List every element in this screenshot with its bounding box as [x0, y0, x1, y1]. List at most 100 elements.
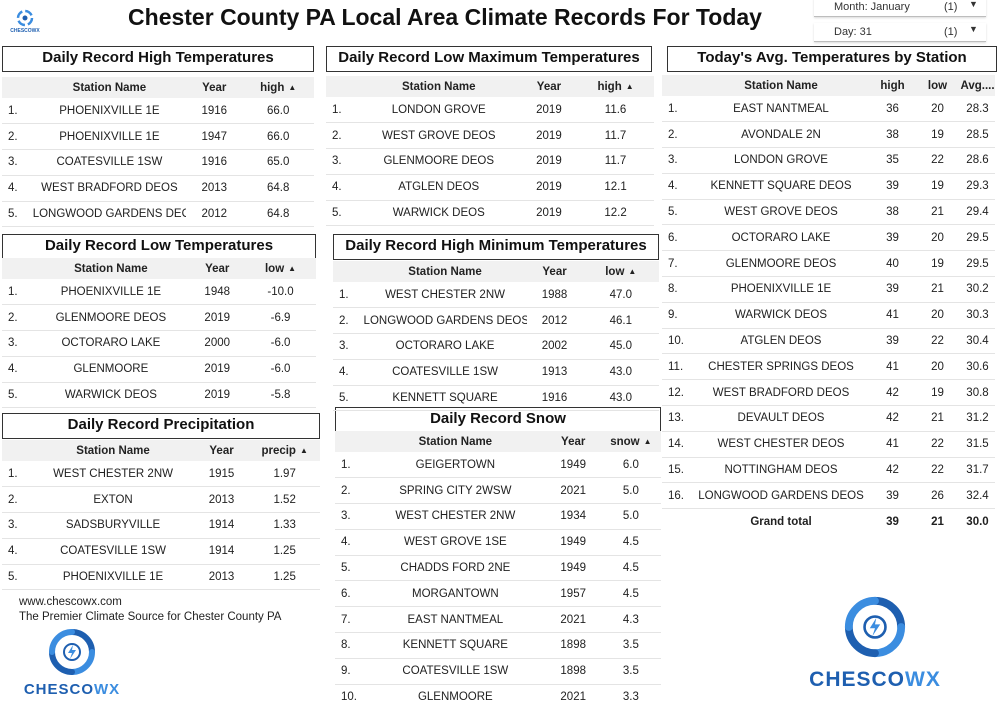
table-row: 2. PHOENIXVILLE 1E 1947 66.0 [2, 123, 314, 151]
table-cell: 5. [662, 199, 692, 226]
table-cell: 39 [870, 224, 915, 252]
table-cell: 64.8 [242, 201, 314, 228]
table-row: 5. KENNETT SQUARE 1916 43.0 [333, 385, 659, 412]
table-cell: WEST CHESTER 2NW [365, 503, 546, 530]
table-cell: 21 [915, 405, 960, 432]
table-cell: 29.3 [960, 173, 995, 200]
table-cell: 10. [335, 684, 366, 707]
sort-arrow-icon[interactable]: ▲ [643, 436, 652, 446]
table-cell: 1. [326, 97, 357, 124]
precip-table: Station Name Year precip ▲ 1. WEST CHESTER 2N… [2, 440, 320, 591]
table-cell: CHADDS FORD 2NE [365, 555, 546, 582]
table-cell: 1947 [186, 123, 243, 151]
table-cell: 6. [335, 580, 366, 608]
chevron-down-icon[interactable]: ▼ [969, 24, 978, 34]
sort-arrow-icon[interactable]: ▲ [288, 82, 297, 92]
table-cell: 5. [2, 382, 33, 409]
column-header[interactable]: high ▲ [242, 77, 314, 98]
column-header[interactable]: precip ▲ [249, 440, 320, 461]
table-row: 2. AVONDALE 2N 38 19 28.5 [662, 121, 995, 149]
table-cell: 30.6 [960, 353, 995, 381]
chevron-down-icon[interactable]: ▼ [969, 0, 978, 9]
column-header[interactable]: low ▲ [245, 258, 316, 279]
column-header[interactable]: snow ▲ [600, 431, 661, 452]
column-header[interactable]: Year [193, 440, 250, 461]
sort-arrow-icon[interactable]: ▲ [628, 266, 637, 276]
table-cell: LONGWOOD GARDENS DEOS [363, 307, 527, 335]
table-cell: 2021 [545, 684, 601, 707]
table-cell: 2021 [545, 606, 601, 634]
table-cell: 4.3 [600, 606, 661, 634]
table-row: 1. EAST NANTMEAL 36 20 28.3 [662, 96, 995, 123]
table-cell: 4. [333, 359, 364, 386]
chescowx-small-logo: CHESCOWX [10, 8, 40, 34]
table-cell: 30.3 [960, 302, 995, 329]
column-header[interactable]: Station Name [32, 77, 187, 98]
column-header[interactable]: Avg.... [960, 75, 995, 96]
storm-swirl-icon [49, 629, 95, 675]
table-cell: GLENMOORE DEOS [356, 148, 521, 175]
sort-arrow-icon[interactable]: ▲ [299, 445, 308, 455]
column-header[interactable]: high [870, 75, 915, 96]
table-cell: 1949 [545, 555, 601, 582]
month-filter[interactable]: Month: January (1) ▼ [814, 0, 986, 17]
column-header[interactable]: Year [526, 261, 583, 282]
column-header[interactable]: Station Name [32, 258, 190, 279]
table-cell: 11.6 [577, 97, 654, 124]
table-cell: 1913 [526, 359, 583, 386]
table-cell: OCTORARO LAKE [692, 224, 870, 252]
table-cell: 1988 [526, 282, 583, 309]
table-cell: 20 [915, 302, 960, 329]
table-cell: 10. [662, 328, 692, 355]
table-cell: 66.0 [242, 98, 314, 125]
column-header[interactable]: Station Name [365, 431, 546, 452]
table-cell: 66.0 [242, 123, 314, 151]
table-row: 1. GEIGERTOWN 1949 6.0 [335, 452, 661, 479]
table-cell: 1916 [186, 98, 243, 125]
high-temps-title: Daily Record High Temperatures [2, 46, 314, 72]
table-cell: 1957 [545, 580, 601, 608]
table-cell: 8. [335, 632, 366, 659]
table-cell: 19 [915, 121, 960, 149]
table-cell: 1898 [545, 658, 601, 685]
table-cell: KENNETT SQUARE [365, 632, 546, 659]
table-cell: 30.2 [960, 276, 995, 303]
column-header[interactable]: low [915, 75, 960, 96]
table-row: 4. COATESVILLE 1SW 1913 43.0 [333, 359, 659, 386]
column-header[interactable]: Year [520, 76, 578, 97]
column-header[interactable]: high ▲ [577, 76, 654, 97]
table-cell: 13. [662, 405, 692, 432]
table-cell: 45.0 [582, 333, 659, 360]
table-cell: EAST NANTMEAL [365, 606, 546, 634]
day-filter[interactable]: Day: 31 (1) ▼ [814, 23, 986, 42]
table-cell: 5. [2, 564, 33, 591]
table-cell: 46.1 [582, 307, 659, 335]
table-cell: -6.9 [245, 304, 316, 332]
column-header[interactable]: Year [186, 77, 243, 98]
column-header[interactable]: Station Name [692, 75, 870, 96]
table-cell: 2. [662, 121, 692, 149]
table-row: 1. WEST CHESTER 2NW 1988 47.0 [333, 282, 659, 309]
table-cell: SADSBURYVILLE [32, 512, 194, 539]
column-header[interactable]: Station Name [363, 261, 527, 282]
sort-arrow-icon[interactable]: ▲ [625, 81, 634, 91]
sort-arrow-icon[interactable]: ▲ [288, 263, 297, 273]
column-header[interactable]: Station Name [356, 76, 521, 97]
table-cell: 12.1 [577, 174, 654, 201]
column-header[interactable]: low ▲ [582, 261, 659, 282]
table-cell: ATGLEN DEOS [356, 174, 521, 201]
table-cell: 2. [2, 304, 33, 332]
table-row: 5. PHOENIXVILLE 1E 2013 1.25 [2, 564, 320, 591]
footer-website[interactable]: www.chescowx.com [19, 596, 122, 608]
high-min-temps-table: Station Name Year low ▲ 1. WEST CHESTER 2NW 19… [333, 261, 659, 412]
table-row: 4. GLENMOORE 2019 -6.0 [2, 356, 316, 383]
column-header[interactable]: Year [545, 431, 601, 452]
column-header[interactable]: Year [189, 258, 246, 279]
table-cell: 19 [915, 379, 960, 407]
column-header[interactable]: Station Name [32, 440, 194, 461]
table-row: 5. WARWICK DEOS 2019 -5.8 [2, 382, 316, 409]
table-cell: 5.0 [600, 503, 661, 530]
table-cell: 1. [662, 96, 692, 123]
table-row: 9. COATESVILLE 1SW 1898 3.5 [335, 658, 661, 685]
table-cell: 9. [335, 658, 366, 685]
